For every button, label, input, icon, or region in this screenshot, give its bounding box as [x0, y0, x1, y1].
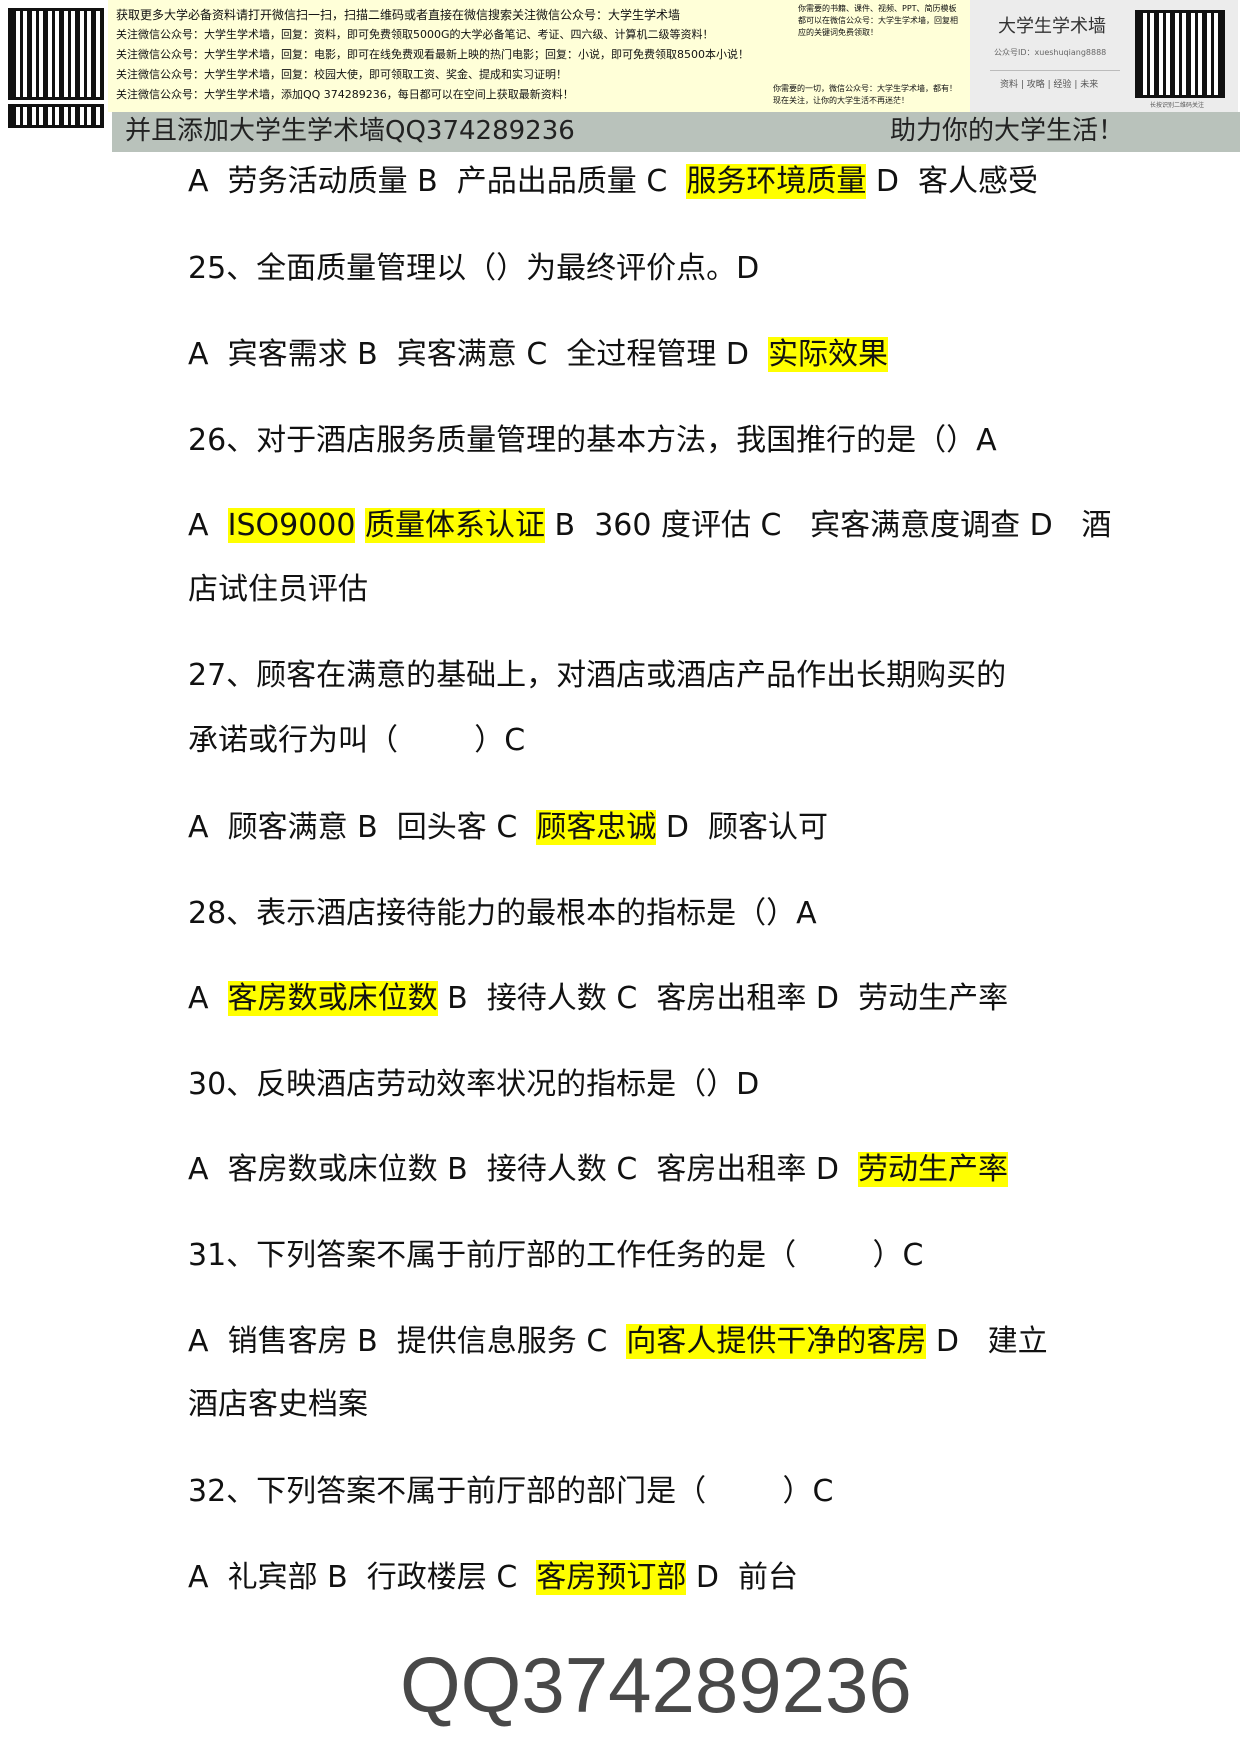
banner-side-line: 现在关注，让你的大学生活不再迷茫！ — [773, 96, 909, 105]
text-line: A 宾客需求 B 宾客满意 C 全过程管理 D 实际效果 — [188, 335, 889, 375]
card-title: 大学生学术墙 — [998, 16, 1106, 37]
text-line: 32、下列答案不属于前厅部的部门是（ ）C — [188, 1472, 833, 1512]
banner-line: 关注微信公众号：大学生学术墙，添加QQ 374289236，每日都可以在空间上获… — [116, 88, 574, 101]
text-segment: D 建立 — [926, 1324, 1048, 1359]
text-line: 31、下列答案不属于前厅部的工作任务的是（ ）C — [188, 1236, 923, 1276]
text-segment: 30、反映酒店劳动效率状况的指标是（）D — [188, 1067, 760, 1102]
text-segment: A — [188, 981, 228, 1016]
text-line: A 客房数或床位数 B 接待人数 C 客房出租率 D 劳动生产率 — [188, 1150, 1009, 1190]
card-id: 公众号ID：xueshuqiang8888 — [994, 48, 1107, 57]
text-segment: 27、顾客在满意的基础上，对酒店或酒店产品作出长期购买的 — [188, 658, 1007, 693]
highlighted-answer: 客房预订部 — [536, 1560, 687, 1595]
text-line: 酒店客史档案 — [188, 1385, 368, 1425]
text-segment: D 顾客认可 — [656, 810, 829, 845]
text-line: A 劳务活动质量 B 产品出品质量 C 服务环境质量 D 客人感受 — [188, 162, 1038, 202]
text-segment: 32、下列答案不属于前厅部的部门是（ ）C — [188, 1474, 834, 1509]
text-segment: 酒店客史档案 — [188, 1387, 368, 1422]
banner-notice: 获取更多大学必备资料请打开微信扫一扫，扫描二维码或者直接在微信搜索关注微信公众号… — [108, 0, 970, 112]
text-line: 30、反映酒店劳动效率状况的指标是（）D — [188, 1065, 759, 1105]
text-segment: A 顾客满意 B 回头客 C — [188, 810, 537, 845]
text-line: A 客房数或床位数 B 接待人数 C 客房出租率 D 劳动生产率 — [188, 979, 1008, 1019]
text-segment: A — [188, 508, 228, 543]
text-segment: D 客人感受 — [866, 164, 1039, 199]
banner-line: 获取更多大学必备资料请打开微信扫一扫，扫描二维码或者直接在微信搜索关注微信公众号… — [116, 8, 681, 22]
text-segment: A 宾客需求 B 宾客满意 C 全过程管理 D — [188, 337, 769, 372]
banner-behind-text-left: 并且添加大学生学术墙QQ374289236 — [125, 116, 575, 146]
text-segment: 26、对于酒店服务质量管理的基本方法，我国推行的是（）A — [188, 423, 997, 458]
banner-behind-text-right: 助力你的大学生活！ — [890, 116, 1125, 146]
text-segment: 25、全面质量管理以（）为最终评价点。D — [188, 251, 760, 286]
text-segment — [355, 508, 365, 543]
highlighted-answer: 劳动生产率 — [858, 1152, 1009, 1187]
qr-code-left — [8, 8, 104, 100]
text-segment: A 客房数或床位数 B 接待人数 C 客房出租率 D — [188, 1152, 859, 1187]
highlighted-answer: 客房数或床位数 — [227, 981, 438, 1016]
highlighted-answer: 顾客忠诚 — [536, 810, 657, 845]
text-segment: A 礼宾部 B 行政楼层 C — [188, 1560, 537, 1595]
text-segment: B 360 度评估 C 宾客满意度调查 D 酒 — [545, 508, 1112, 543]
highlighted-answer: ISO9000 — [227, 508, 356, 543]
banner-side-line: 都可以在微信公众号：大学生学术墙，回复相 — [798, 16, 958, 25]
text-segment: 承诺或行为叫（ ）C — [188, 723, 526, 758]
qr-code-left-bottom — [8, 104, 104, 128]
text-line: 27、顾客在满意的基础上，对酒店或酒店产品作出长期购买的 — [188, 656, 1006, 696]
banner-line: 关注微信公众号：大学生学术墙，回复：电影，即可在线免费观看最新上映的热门电影；回… — [116, 48, 749, 61]
text-segment: A 销售客房 B 提供信息服务 C — [188, 1324, 627, 1359]
text-segment: 店试住员评估 — [188, 572, 368, 607]
banner-side-line: 你需要的一切，微信公众号：大学生学术墙，都有！ — [773, 84, 957, 93]
text-line: A 礼宾部 B 行政楼层 C 客房预订部 D 前台 — [188, 1558, 798, 1598]
text-line: 28、表示酒店接待能力的最根本的指标是（）A — [188, 894, 817, 934]
highlighted-answer: 实际效果 — [768, 337, 889, 372]
banner-side-line: 应的关键词免费领取！ — [798, 28, 878, 37]
wechat-card: 大学生学术墙 公众号ID：xueshuqiang8888 资料 | 攻略 | 经… — [970, 0, 1238, 112]
banner-side-line: 你需要的书籍、课件、视频、PPT、简历模板 — [798, 4, 957, 13]
banner-line: 关注微信公众号：大学生学术墙，回复：校园大使，即可领取工资、奖金、提成和实习证明… — [116, 68, 567, 81]
text-segment: 28、表示酒店接待能力的最根本的指标是（）A — [188, 896, 817, 931]
text-line: 店试住员评估 — [188, 570, 368, 610]
text-line: A ISO9000 质量体系认证 B 360 度评估 C 宾客满意度调查 D 酒 — [188, 506, 1111, 546]
text-segment: 31、下列答案不属于前厅部的工作任务的是（ ）C — [188, 1238, 924, 1273]
text-line: A 销售客房 B 提供信息服务 C 向客人提供干净的客房 D 建立 — [188, 1322, 1048, 1362]
divider — [990, 70, 1120, 71]
highlighted-answer: 服务环境质量 — [686, 164, 867, 199]
watermark: QQ374289236 — [400, 1641, 912, 1729]
text-segment: A 劳务活动质量 B 产品出品质量 C — [188, 164, 687, 199]
text-segment: D 前台 — [686, 1560, 799, 1595]
highlighted-answer: 质量体系认证 — [365, 508, 546, 543]
card-caption: 长按识别二维码关注 — [1150, 102, 1205, 109]
highlighted-answer: 向客人提供干净的客房 — [626, 1324, 927, 1359]
card-links: 资料 | 攻略 | 经验 | 未来 — [1000, 80, 1099, 90]
text-line: 25、全面质量管理以（）为最终评价点。D — [188, 249, 759, 289]
text-line: A 顾客满意 B 回头客 C 顾客忠诚 D 顾客认可 — [188, 808, 828, 848]
text-segment: B 接待人数 C 客房出租率 D 劳动生产率 — [437, 981, 1009, 1016]
banner-line: 关注微信公众号：大学生学术墙，回复：资料，即可免费领取5000G的大学必备笔记、… — [116, 28, 714, 41]
qr-code-card — [1135, 10, 1225, 98]
text-line: 承诺或行为叫（ ）C — [188, 721, 525, 761]
text-line: 26、对于酒店服务质量管理的基本方法，我国推行的是（）A — [188, 421, 997, 461]
ad-banner: 并且添加大学生学术墙QQ374289236 助力你的大学生活！ 获取更多大学必备… — [0, 0, 1240, 152]
banner-background — [112, 112, 1240, 152]
